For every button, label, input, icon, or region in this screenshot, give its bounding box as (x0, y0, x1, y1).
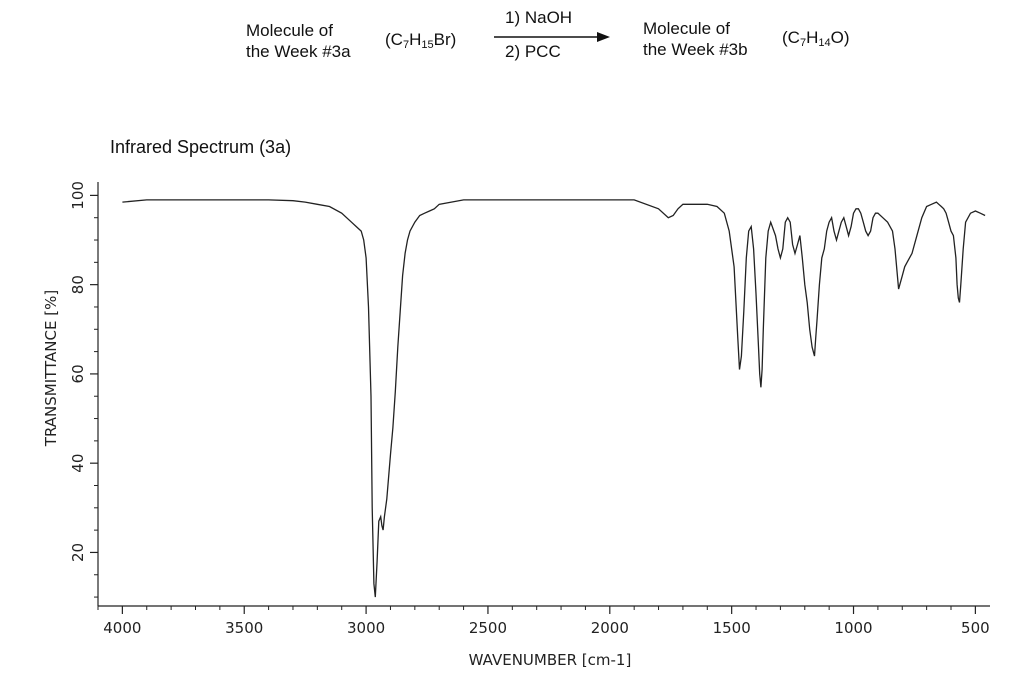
y-tick-label: 80 (69, 275, 87, 294)
y-tick-label: 60 (69, 364, 87, 383)
reactant-formula: (C7H15Br) (385, 30, 457, 51)
product-name-line1: Molecule of (643, 19, 730, 38)
reagent-step1: 1) NaOH (505, 8, 573, 27)
x-tick-label: 4000 (103, 619, 141, 637)
x-tick-label: 500 (961, 619, 990, 637)
y-tick-label: 40 (69, 454, 87, 473)
y-tick-label: 100 (69, 181, 87, 210)
reactant-name-line1: Molecule of (246, 21, 333, 40)
product-name: Molecule of the Week #3b (643, 18, 748, 60)
product-name-line2: the Week #3b (643, 40, 748, 59)
reagent-step2: 2) PCC (505, 42, 561, 61)
chart-axes (97, 182, 990, 607)
x-tick-label: 1500 (713, 619, 751, 637)
y-axis-label: TRANSMITTANCE [%] (42, 290, 60, 447)
chart-title: Infrared Spectrum (3a) (110, 137, 292, 157)
reactant-name: Molecule of the Week #3a (246, 20, 351, 62)
y-tick-label: 20 (69, 543, 87, 562)
chart-ticks: 4000 3500 3000 2500 2000 1500 1000 500 20 40 60 80 1… (69, 181, 990, 637)
x-tick-label: 3500 (225, 619, 263, 637)
x-tick-label: 3000 (347, 619, 385, 637)
x-tick-label: 2500 (469, 619, 507, 637)
product-formula: (C7H14O) (782, 28, 850, 49)
x-tick-label: 1000 (834, 619, 872, 637)
x-tick-label: 2000 (591, 619, 629, 637)
reaction-arrow-icon (494, 32, 610, 42)
x-axis-label: WAVENUMBER [cm-1] (469, 651, 632, 669)
spectrum-series-line (122, 199, 986, 598)
reactant-name-line2: the Week #3a (246, 42, 351, 61)
